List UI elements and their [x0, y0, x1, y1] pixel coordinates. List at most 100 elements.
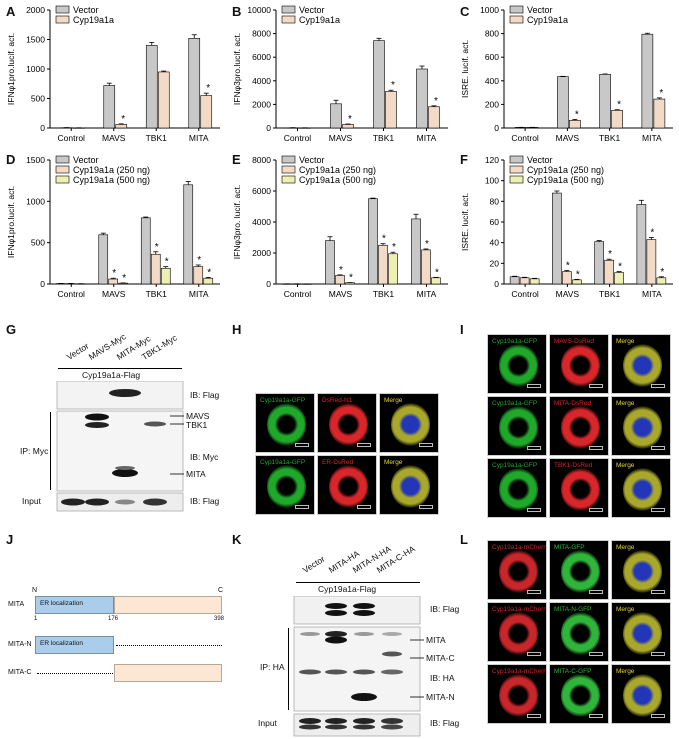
- significance-star-f-3-2: *: [660, 267, 664, 278]
- micro-l-scale-bar-0-2: [651, 590, 665, 594]
- diagram-j-row2-er-label: ER localization: [40, 640, 83, 647]
- micro-h-cell-label-1-2: Merge: [384, 459, 403, 466]
- bar-a-3-0: [188, 38, 201, 129]
- bar-b-2-0: [373, 40, 385, 129]
- diagram-j-row1-rest: [114, 596, 222, 614]
- x-tick-label-b-1: MAVS: [329, 133, 353, 143]
- micro-i-cell-0-1: MAVS-DsRed: [549, 334, 609, 394]
- bar-d-2-1: [150, 253, 161, 285]
- blot-g-arrows: [170, 415, 184, 475]
- chart-b: 0 2000 4000 6000 8000 10000 IFNφ3pro.lucif. ac…: [232, 5, 448, 143]
- y-tick-label-b-3: 6000: [252, 52, 271, 62]
- micro-l-cell-blob-2-0: [498, 674, 539, 718]
- diagram-j-n-term: N: [32, 587, 38, 594]
- legend-swatch-c-1: [509, 15, 524, 24]
- micro-i-cell-blob-1-0: [498, 406, 539, 450]
- diagram-j-row1-label: MITA: [8, 601, 25, 608]
- bar-c-2-1: [611, 110, 623, 129]
- bar-e-1-0: [325, 240, 335, 285]
- blot-g-ib-flag: IB: Flag: [190, 390, 220, 400]
- blot-g-mavs-label: MAVS: [186, 411, 210, 421]
- x-tick-label-d-3: MITA: [189, 289, 209, 299]
- bar-f-3-1: [646, 239, 657, 285]
- micro-l-scale-bar-1-2: [651, 652, 665, 656]
- y-tick-label-b-2: 4000: [252, 76, 271, 86]
- micro-l-scale-bar-1-0: [527, 652, 541, 656]
- legend-swatch-f-1: [509, 165, 524, 174]
- bar-d-1-0: [98, 234, 109, 285]
- legend-swatch-b-0: [281, 5, 296, 14]
- significance-star-e-2-1: *: [382, 234, 386, 245]
- micro-l-cell-label-1-2: Merge: [616, 606, 635, 613]
- micro-h-cell-0-2: Merge: [379, 393, 439, 453]
- legend-label-d-1: Cyp19a1a (250 ng): [73, 165, 150, 175]
- x-tick-label-d-2: TBK1: [146, 289, 168, 299]
- micro-i-cell-label-1-1: MITA-DsRed: [554, 400, 592, 407]
- micro-i-cell-blob-0-1: [560, 344, 601, 388]
- bar-c-2-0: [599, 74, 611, 129]
- micro-h-cell-blob-0-1: [328, 403, 369, 447]
- micro-i-scale-bar-2-0: [527, 508, 541, 512]
- legend-swatch-e-1: [281, 165, 296, 174]
- significance-star-d-2-2: *: [165, 257, 169, 268]
- micro-h-scale-bar-1-0: [295, 505, 309, 509]
- micro-l-cell-label-0-1: MITA-GFP: [554, 544, 585, 551]
- micro-i-scale-bar-1-1: [589, 446, 603, 450]
- micro-i-cell-0-2: Merge: [611, 334, 671, 394]
- chart-e: 0 2000 4000 6000 8000 IFNφ3pro. lucif. act. Co…: [232, 155, 448, 299]
- legend-swatch-a-1: [55, 15, 70, 24]
- x-tick-label-a-3: MITA: [189, 133, 209, 143]
- bar-d-3-1: [193, 266, 204, 285]
- y-tick-label-f-2: 40: [490, 238, 500, 248]
- bar-b-1-0: [330, 103, 342, 129]
- x-tick-label-c-0: Control: [511, 133, 539, 143]
- x-tick-label-a-2: TBK1: [146, 133, 168, 143]
- y-tick-label-b-0: 0: [266, 123, 271, 133]
- x-tick-label-a-1: MAVS: [102, 133, 126, 143]
- micro-h-cell-0-1: DsRed-N1: [317, 393, 377, 453]
- blot-k-ib-ha: IB: HA: [430, 673, 455, 683]
- legend-label-f-2: Cyp19a1a (500 ng): [527, 175, 604, 185]
- micro-i-cell-1-2: Merge: [611, 396, 671, 456]
- diagram-j-pos-start: 1: [34, 616, 38, 622]
- bar-f-1-0: [552, 192, 562, 285]
- micro-i-cell-blob-1-1: [560, 406, 601, 450]
- blot-g-lane-1: Vector: [64, 340, 91, 362]
- micro-l-cell-blob-0-2: [622, 550, 663, 594]
- x-tick-label-f-1: MAVS: [556, 289, 580, 299]
- micro-i-cell-label-2-1: TBK1-DsRed: [554, 462, 593, 469]
- diagram-j-row2-er: ER localization: [35, 636, 114, 654]
- y-tick-label-d-3: 1500: [26, 155, 45, 165]
- micro-l-cell-blob-1-0: [498, 612, 539, 656]
- micro-h-scale-bar-0-1: [357, 443, 371, 447]
- micro-l-cell-label-0-0: Cyp19a1a-mCherry: [492, 544, 547, 551]
- micro-l-scale-bar-2-1: [589, 714, 603, 718]
- diagram-j-row1-er-label: ER localization: [40, 600, 83, 607]
- legend-label-f-0: Vector: [527, 155, 553, 165]
- blot-g-ib-myc: IB: Myc: [190, 452, 219, 462]
- micro-i-scale-bar-2-1: [589, 508, 603, 512]
- micro-i-cell-2-1: TBK1-DsRed: [549, 458, 609, 518]
- legend-label-d-2: Cyp19a1a (500 ng): [73, 175, 150, 185]
- x-tick-label-c-2: TBK1: [599, 133, 621, 143]
- chart-f: 0 20 40 60 80 100 120 ISRE. lucif. act. Control M…: [460, 155, 673, 299]
- legend-label-c-0: Vector: [527, 5, 553, 15]
- bar-d-3-0: [183, 184, 194, 285]
- bar-f-0-2: [529, 278, 540, 285]
- y-tick-label-f-3: 60: [490, 217, 500, 227]
- micro-l-cell-0-0: Cyp19a1a-mCherry: [487, 540, 547, 600]
- micro-l-scale-bar-2-2: [651, 714, 665, 718]
- chart-c: 0 200 400 600 800 1000 ISRE. lucif. act. Contro…: [460, 5, 673, 143]
- x-tick-label-e-3: MITA: [417, 289, 437, 299]
- bar-b-2-1: [385, 91, 397, 129]
- y-axis-label-d: IFNφ1pro.lucif. act.: [6, 186, 16, 258]
- x-tick-label-a-0: Control: [58, 133, 86, 143]
- micro-l-scale-bar-0-1: [589, 590, 603, 594]
- micro-l-cell-blob-2-1: [560, 674, 601, 718]
- blot-k-mita-n-label: MITA-N: [426, 692, 455, 702]
- bar-d-3-2: [203, 277, 214, 285]
- blot-g-mita-label: MITA: [186, 469, 206, 479]
- y-tick-label-a-2: 1000: [26, 64, 45, 74]
- significance-star-e-1-1: *: [339, 265, 343, 276]
- y-axis-label-b: IFNφ3pro.lucif. act.: [232, 33, 242, 105]
